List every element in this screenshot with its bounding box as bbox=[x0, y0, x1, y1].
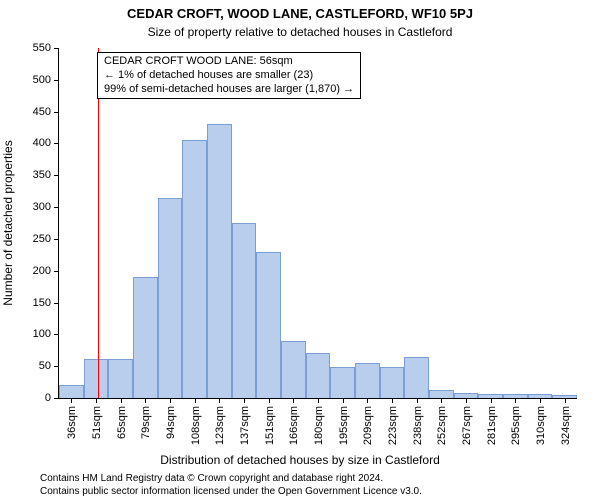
histogram-bar bbox=[306, 353, 331, 398]
y-tick bbox=[54, 303, 59, 304]
y-tick-label: 550 bbox=[33, 42, 51, 54]
y-tick bbox=[54, 271, 59, 272]
y-tick-label: 150 bbox=[33, 297, 51, 309]
x-axis-label: Distribution of detached houses by size … bbox=[0, 453, 600, 467]
x-tick bbox=[565, 398, 566, 403]
x-tick bbox=[515, 398, 516, 403]
chart-title: CEDAR CROFT, WOOD LANE, CASTLEFORD, WF10… bbox=[0, 6, 600, 21]
histogram-bar bbox=[59, 385, 84, 398]
y-tick bbox=[54, 175, 59, 176]
y-tick-label: 100 bbox=[33, 328, 51, 340]
x-tick bbox=[96, 398, 97, 403]
y-axis-label: Number of detached properties bbox=[1, 140, 15, 305]
x-tick bbox=[392, 398, 393, 403]
x-tick bbox=[343, 398, 344, 403]
histogram-bar bbox=[355, 363, 380, 398]
y-tick-label: 300 bbox=[33, 201, 51, 213]
y-tick bbox=[54, 239, 59, 240]
x-tick bbox=[71, 398, 72, 403]
x-tick bbox=[244, 398, 245, 403]
y-tick bbox=[54, 366, 59, 367]
histogram-bar bbox=[232, 223, 257, 398]
y-tick bbox=[54, 143, 59, 144]
x-tick bbox=[170, 398, 171, 403]
histogram-bar bbox=[281, 341, 306, 398]
y-tick-label: 250 bbox=[33, 233, 51, 245]
y-tick-label: 500 bbox=[33, 74, 51, 86]
x-tick bbox=[491, 398, 492, 403]
y-tick bbox=[54, 334, 59, 335]
annotation-box: CEDAR CROFT WOOD LANE: 56sqm ← 1% of det… bbox=[97, 52, 361, 99]
histogram-bar bbox=[158, 198, 183, 398]
y-tick-label: 200 bbox=[33, 265, 51, 277]
x-tick bbox=[367, 398, 368, 403]
y-tick bbox=[54, 207, 59, 208]
x-tick bbox=[441, 398, 442, 403]
x-tick bbox=[121, 398, 122, 403]
y-tick bbox=[54, 80, 59, 81]
annotation-line-1: CEDAR CROFT WOOD LANE: 56sqm bbox=[104, 55, 354, 69]
y-tick-label: 50 bbox=[39, 360, 51, 372]
footer-line-2: Contains public sector information licen… bbox=[40, 486, 422, 497]
y-tick bbox=[54, 112, 59, 113]
histogram-bar bbox=[256, 252, 281, 398]
histogram-bar bbox=[330, 367, 355, 398]
x-tick bbox=[417, 398, 418, 403]
bars-layer bbox=[59, 48, 577, 398]
histogram-bar bbox=[429, 390, 454, 398]
histogram-bar bbox=[133, 277, 158, 398]
footer-line-1: Contains HM Land Registry data © Crown c… bbox=[40, 473, 383, 484]
annotation-line-2: ← 1% of detached houses are smaller (23) bbox=[104, 69, 354, 83]
x-tick bbox=[540, 398, 541, 403]
x-tick bbox=[318, 398, 319, 403]
y-tick bbox=[54, 398, 59, 399]
histogram-bar bbox=[84, 359, 109, 398]
plot-area: CEDAR CROFT WOOD LANE: 56sqm ← 1% of det… bbox=[58, 48, 577, 399]
histogram-bar bbox=[380, 367, 405, 398]
x-tick bbox=[219, 398, 220, 403]
histogram-bar bbox=[207, 124, 232, 398]
y-tick-label: 400 bbox=[33, 137, 51, 149]
chart-container: CEDAR CROFT, WOOD LANE, CASTLEFORD, WF10… bbox=[0, 0, 600, 500]
y-tick-label: 0 bbox=[45, 392, 51, 404]
x-tick bbox=[466, 398, 467, 403]
histogram-bar bbox=[108, 359, 133, 398]
chart-subtitle: Size of property relative to detached ho… bbox=[0, 25, 600, 39]
reference-line bbox=[98, 48, 99, 398]
histogram-bar bbox=[182, 140, 207, 398]
y-tick-label: 350 bbox=[33, 169, 51, 181]
x-tick bbox=[145, 398, 146, 403]
histogram-bar bbox=[404, 357, 429, 398]
y-tick bbox=[54, 48, 59, 49]
annotation-line-3: 99% of semi-detached houses are larger (… bbox=[104, 83, 354, 97]
x-tick bbox=[269, 398, 270, 403]
y-tick-label: 450 bbox=[33, 106, 51, 118]
x-tick bbox=[293, 398, 294, 403]
x-tick bbox=[195, 398, 196, 403]
